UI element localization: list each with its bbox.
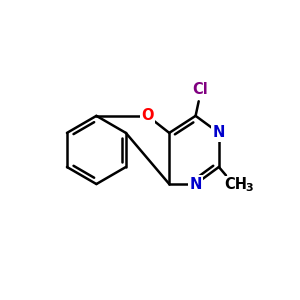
Text: N: N [189,176,202,191]
Text: CH: CH [224,176,248,191]
Text: N: N [213,125,225,140]
Text: 3: 3 [245,183,253,193]
Text: O: O [141,108,154,123]
Text: Cl: Cl [192,82,208,97]
